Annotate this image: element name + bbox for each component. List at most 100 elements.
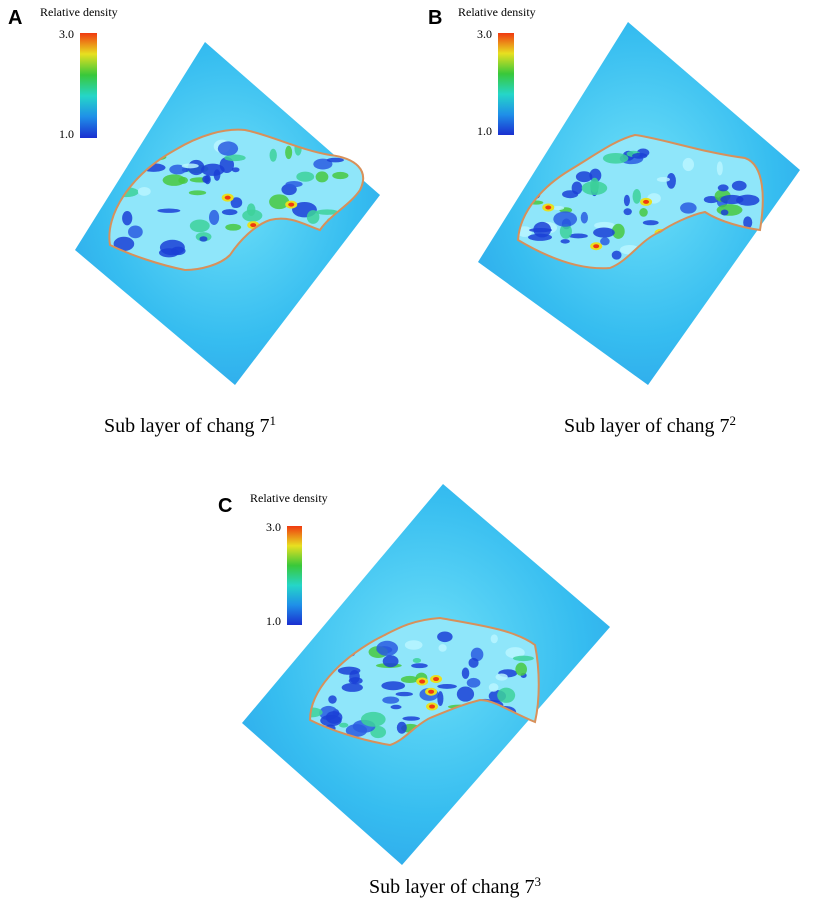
colorbar-max: 3.0 bbox=[266, 520, 281, 534]
anomaly bbox=[490, 634, 498, 644]
caption: Sub layer of chang 71 bbox=[104, 413, 276, 438]
anomaly bbox=[396, 721, 407, 734]
anomaly bbox=[525, 153, 535, 162]
panel: B Relative density 3.0 1.0 Sub layer of chan… bbox=[428, 5, 800, 437]
hotspot-core bbox=[433, 677, 440, 682]
caption-text: Sub layer of chang 7 bbox=[104, 415, 270, 437]
anomaly bbox=[178, 176, 188, 184]
colorbar-max: 3.0 bbox=[59, 27, 74, 41]
anomaly bbox=[575, 171, 593, 183]
anomaly bbox=[611, 250, 622, 260]
anomaly bbox=[560, 239, 570, 244]
colorbar bbox=[287, 526, 302, 625]
colorbar-min: 1.0 bbox=[266, 614, 281, 628]
anomaly bbox=[158, 248, 179, 258]
anomaly bbox=[589, 168, 602, 183]
anomaly bbox=[381, 681, 406, 691]
panel: C Relative density 3.0 1.0 Sub layer of chan… bbox=[218, 484, 610, 898]
anomaly bbox=[285, 180, 303, 188]
anomaly bbox=[128, 225, 143, 239]
anomaly bbox=[341, 683, 363, 692]
anomaly bbox=[188, 190, 207, 196]
anomaly bbox=[468, 657, 479, 668]
anomaly bbox=[376, 640, 399, 656]
panel-label: C bbox=[218, 495, 232, 517]
anomaly bbox=[466, 677, 481, 688]
caption-superscript: 3 bbox=[535, 874, 542, 889]
anomaly bbox=[497, 687, 516, 703]
anomaly bbox=[117, 150, 125, 161]
anomaly bbox=[382, 696, 400, 704]
colorbar bbox=[498, 33, 514, 135]
anomaly bbox=[225, 223, 242, 231]
hotspot-core bbox=[643, 199, 650, 204]
anomaly bbox=[680, 202, 697, 214]
anomaly bbox=[580, 211, 588, 224]
anomaly bbox=[411, 663, 428, 669]
anomaly bbox=[221, 209, 238, 216]
anomaly bbox=[716, 204, 743, 216]
hotspot-core bbox=[288, 202, 295, 207]
anomaly bbox=[581, 181, 608, 196]
anomaly bbox=[404, 640, 423, 650]
anomaly bbox=[731, 180, 747, 191]
anomaly bbox=[332, 171, 349, 180]
anomaly bbox=[703, 195, 719, 204]
anomaly bbox=[524, 149, 539, 162]
anomaly bbox=[559, 223, 572, 239]
boundary-outline bbox=[108, 128, 365, 272]
anomaly bbox=[285, 145, 293, 160]
anomaly bbox=[137, 187, 151, 196]
caption-superscript: 1 bbox=[270, 413, 277, 428]
anomaly bbox=[339, 722, 349, 728]
caption: Sub layer of chang 73 bbox=[369, 874, 541, 899]
colorbar-min: 1.0 bbox=[59, 127, 74, 141]
colorbar-max: 3.0 bbox=[477, 27, 492, 41]
panel-label: B bbox=[428, 7, 442, 29]
anomaly bbox=[242, 209, 263, 222]
anomaly bbox=[209, 209, 220, 225]
anomaly bbox=[360, 711, 386, 727]
hotspot-core bbox=[224, 195, 231, 200]
boundary-outline bbox=[308, 616, 540, 747]
anomaly bbox=[315, 209, 339, 215]
boundary-outline bbox=[516, 133, 764, 270]
anomaly bbox=[632, 152, 648, 159]
anomaly bbox=[505, 647, 525, 659]
anomaly bbox=[224, 154, 246, 162]
anomaly bbox=[632, 188, 641, 204]
anomaly bbox=[600, 237, 610, 246]
anomaly bbox=[326, 157, 344, 163]
anomaly bbox=[437, 631, 453, 643]
colorbar-min: 1.0 bbox=[477, 124, 492, 138]
hotspot-core bbox=[250, 223, 257, 228]
anomaly bbox=[495, 673, 508, 681]
anomaly bbox=[642, 220, 659, 226]
anomaly bbox=[682, 157, 695, 172]
anomaly bbox=[571, 181, 583, 195]
anomaly bbox=[623, 208, 632, 216]
anomaly bbox=[390, 704, 402, 710]
anomaly bbox=[488, 683, 499, 692]
anomaly bbox=[656, 177, 670, 182]
anomaly bbox=[594, 221, 615, 230]
anomaly bbox=[461, 667, 470, 679]
anomaly bbox=[181, 163, 199, 169]
anomaly bbox=[720, 194, 744, 205]
anomaly bbox=[720, 209, 729, 216]
anomaly bbox=[113, 236, 135, 252]
anomaly bbox=[157, 208, 181, 213]
anomaly bbox=[296, 171, 315, 182]
anomaly bbox=[743, 216, 753, 229]
anomaly bbox=[269, 194, 290, 210]
anomaly bbox=[231, 201, 239, 208]
anomaly bbox=[717, 184, 729, 192]
anomaly bbox=[412, 658, 422, 663]
anomaly bbox=[512, 655, 534, 662]
anomaly bbox=[345, 724, 368, 737]
anomaly bbox=[169, 164, 187, 175]
anomaly bbox=[162, 174, 186, 186]
hotspot-core bbox=[545, 205, 552, 210]
